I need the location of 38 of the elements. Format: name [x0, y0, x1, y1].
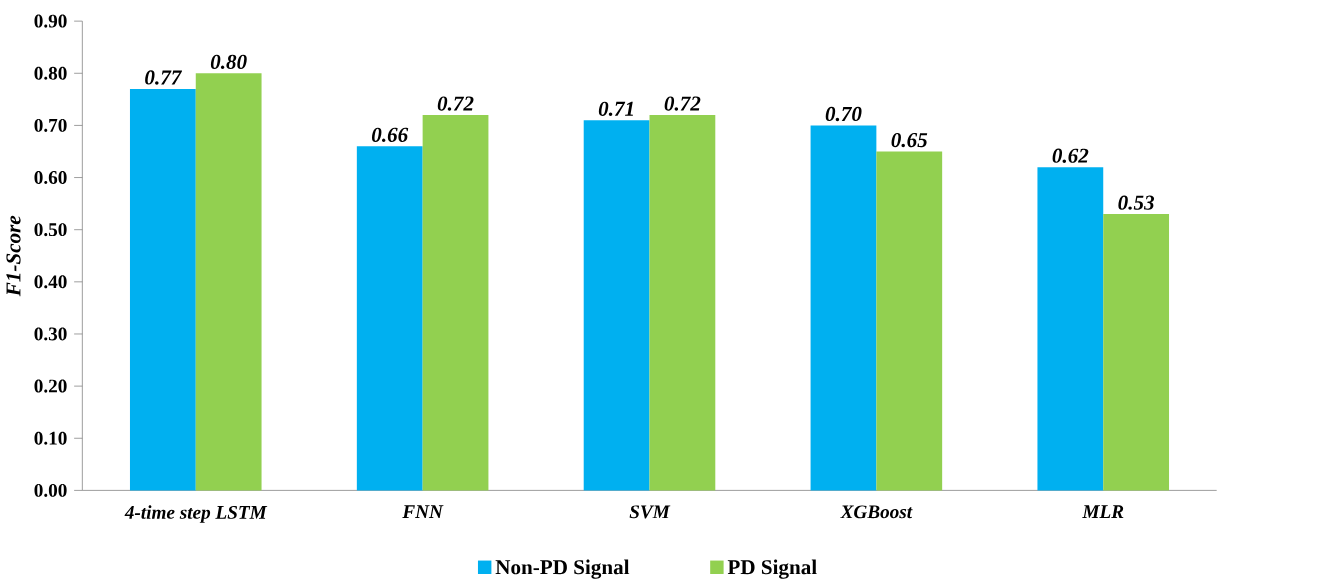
- x-tick-label: SVM: [629, 505, 671, 519]
- data-label: 0.65: [891, 133, 928, 148]
- data-label: 0.77: [145, 70, 183, 85]
- y-tick-label: 0.10: [34, 431, 67, 445]
- data-label: 0.62: [1052, 148, 1089, 164]
- x-tick-label: XGBoost: [840, 505, 913, 519]
- y-tick-label: 0.80: [34, 66, 67, 80]
- bar: [583, 120, 650, 491]
- y-tick-label: 0.30: [34, 327, 67, 341]
- y-tick-label: 0.50: [34, 223, 67, 237]
- x-tick-label: MLR: [1082, 505, 1124, 519]
- y-tick-label: 0.90: [34, 14, 67, 28]
- data-label: 0.80: [210, 54, 247, 70]
- y-axis-title: F1-Score: [6, 215, 21, 297]
- y-tick-label: 0.60: [34, 171, 67, 185]
- data-label: 0.72: [437, 96, 474, 111]
- data-label: 0.70: [825, 107, 862, 122]
- bar: [129, 89, 196, 491]
- x-tick-label: FNN: [402, 505, 444, 519]
- bar: [422, 115, 489, 491]
- legend-label: Non-PD Signal: [495, 559, 630, 579]
- legend-label: PD Signal: [727, 559, 817, 579]
- x-tick-label: 4-time step LSTM: [124, 505, 268, 523]
- data-label: 0.71: [598, 101, 633, 117]
- y-tick-label: 0.20: [34, 379, 67, 393]
- bar: [649, 115, 716, 491]
- bar: [356, 146, 423, 491]
- bar: [876, 151, 943, 491]
- y-tick-label: 0.70: [34, 119, 67, 133]
- data-label: 0.53: [1118, 195, 1155, 210]
- y-tick-label: 0.00: [34, 484, 67, 498]
- data-label: 0.72: [664, 96, 701, 111]
- y-tick-label: 0.40: [34, 275, 67, 289]
- bar: [1103, 214, 1170, 491]
- bar: [810, 125, 877, 491]
- bar: [195, 73, 262, 491]
- data-label: 0.66: [371, 127, 409, 143]
- bar: [1037, 167, 1104, 491]
